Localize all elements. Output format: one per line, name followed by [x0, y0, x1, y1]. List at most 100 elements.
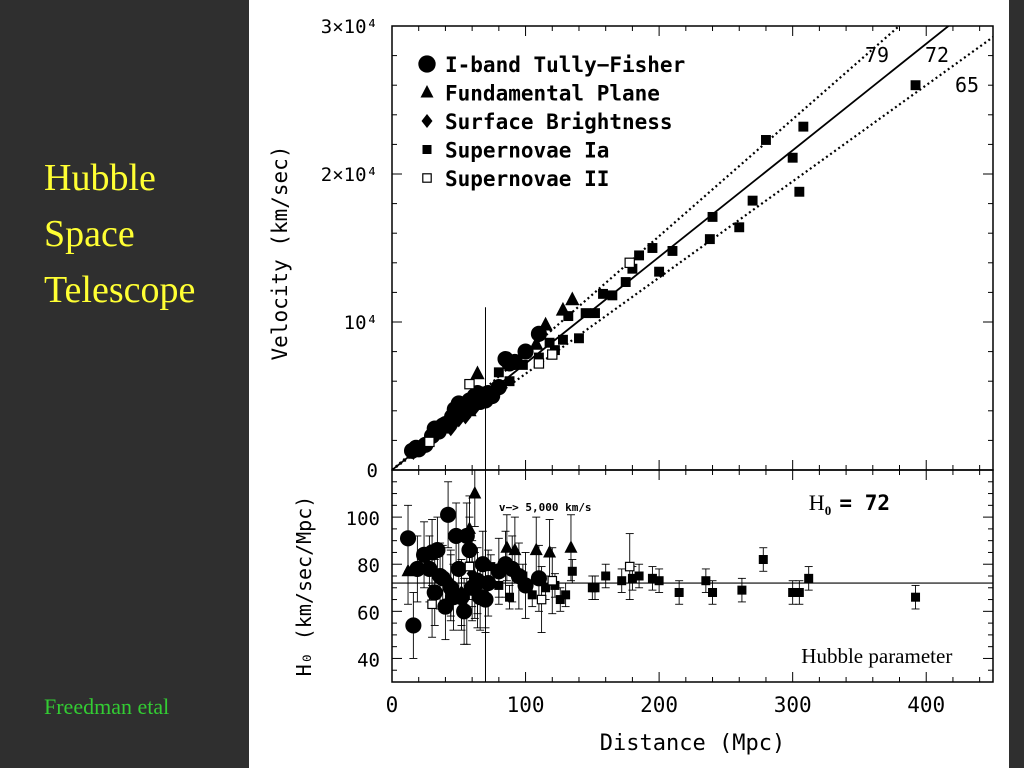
- top-point-square: [598, 288, 608, 299]
- top-point-diamond: [468, 400, 481, 416]
- legend-marker-triangle: [420, 85, 434, 98]
- y-tick-label: 40: [357, 649, 380, 671]
- bottom-point-square: [518, 571, 528, 581]
- top-point-diamond: [444, 420, 457, 437]
- top-point-square: [580, 308, 591, 319]
- top-point-triangle: [565, 291, 580, 306]
- bottom-point-diamond: [479, 587, 491, 602]
- bottom-point-triangle: [401, 563, 415, 577]
- top-point-square: [634, 250, 645, 261]
- top-point-square: [647, 243, 658, 253]
- line-label-79: 79: [865, 43, 889, 67]
- top-point-square: [558, 334, 568, 345]
- bottom-point-square: [541, 583, 551, 593]
- x-tick-label: 200: [640, 693, 678, 717]
- y-tick-label: 80: [357, 555, 380, 577]
- bottom-point-diamond: [471, 587, 483, 602]
- h0-label: H: [809, 490, 825, 515]
- top-point-square: [794, 186, 805, 197]
- slide-title-line-3: Telescope: [44, 269, 196, 311]
- bottom-point-triangle: [500, 540, 514, 553]
- top-point-square: [910, 80, 921, 91]
- bottom-point-diamond: [455, 585, 467, 600]
- legend-label: I-band Tully−Fisher: [445, 53, 685, 77]
- top-point-square: [654, 266, 665, 277]
- bottom-point-square: [634, 571, 644, 581]
- hubble-diagram-chart: 0 10⁴ 2×10⁴ 3×10⁴ 40 60 80 100 0 100 200 300 400 Dist…: [268, 16, 994, 756]
- top-point-square: [563, 311, 574, 322]
- bottom-point-square: [561, 590, 571, 600]
- top-point-square: [544, 337, 555, 348]
- x-tick-label: 100: [507, 693, 545, 717]
- bottom-point-square: [804, 573, 814, 583]
- top-point-square: [734, 222, 745, 233]
- top-point-triangle: [481, 389, 496, 403]
- bottom-point-circle: [530, 570, 547, 587]
- top-point-triangle: [538, 316, 553, 331]
- bottom-point-open-square: [624, 561, 635, 572]
- top-point-square: [667, 246, 678, 256]
- bottom-point-circle: [429, 542, 446, 559]
- top-point-open-square: [464, 378, 475, 390]
- bottom-point-square: [627, 573, 637, 583]
- left-panel: Hubble Space Telescope Freedman etal: [0, 0, 249, 768]
- right-strip: [1009, 0, 1024, 768]
- top-point-square: [590, 308, 600, 319]
- top-point-circle: [517, 343, 534, 360]
- bottom-point-square: [708, 587, 718, 597]
- top-point-square: [707, 211, 718, 222]
- bottom-point-triangle: [508, 542, 522, 556]
- bottom-point-triangle: [529, 542, 543, 556]
- top-point-diamond: [407, 444, 420, 460]
- legend-label: Supernovae Ia: [445, 139, 609, 163]
- credit-text: Freedman etal: [44, 694, 170, 719]
- bottom-point-square: [601, 571, 611, 581]
- h0-value: = 72: [839, 491, 890, 515]
- top-point-square: [787, 152, 798, 163]
- y-tick-label: 60: [357, 602, 380, 624]
- top-point-square: [504, 376, 515, 387]
- bottom-point-square: [654, 576, 664, 586]
- top-point-open-square: [424, 436, 435, 448]
- top-point-square: [747, 195, 758, 206]
- bottom-point-circle: [480, 575, 497, 592]
- bottom-point-triangle: [564, 540, 578, 553]
- top-point-open-square: [547, 349, 558, 360]
- line-label-65: 65: [955, 73, 979, 97]
- bottom-point-square: [527, 590, 537, 600]
- bottom-point-triangle: [543, 544, 557, 558]
- bottom-point-circle: [409, 560, 426, 577]
- legend-marker-diamond: [421, 114, 433, 128]
- bottom-point-square: [617, 576, 627, 586]
- bottom-point-triangle: [462, 521, 476, 534]
- top-point-triangle: [470, 365, 485, 380]
- bottom-point-square: [494, 580, 504, 590]
- legend-marker-open-square: [422, 173, 432, 183]
- bottom-point-square: [486, 562, 496, 572]
- bottom-point-triangle: [468, 486, 482, 499]
- y-tick-label: 0: [367, 460, 378, 482]
- bottom-point-square: [788, 587, 798, 597]
- line-label-72: 72: [925, 43, 949, 67]
- y-tick-label: 2×10⁴: [321, 164, 378, 186]
- bottom-point-open-square: [547, 575, 558, 586]
- bottom-point-open-square: [536, 594, 547, 605]
- top-point-triangle: [529, 335, 544, 350]
- top-point-square: [704, 234, 715, 245]
- bottom-point-square: [758, 555, 768, 565]
- y-tick-label: 10⁴: [344, 312, 378, 334]
- bottom-point-open-square: [427, 599, 437, 610]
- top-point-square: [517, 359, 528, 370]
- x-tick-label: 300: [774, 693, 812, 717]
- bottom-point-square: [737, 585, 747, 595]
- bottom-point-square: [911, 592, 921, 602]
- bottom-point-square: [590, 583, 600, 593]
- y-tick-label: 100: [346, 508, 380, 530]
- top-point-circle: [490, 379, 507, 396]
- y-axis-label-h0: H₀ (km/sec/Mpc): [292, 496, 316, 677]
- x-axis-label: Distance (Mpc): [600, 731, 785, 756]
- top-point-square: [620, 277, 631, 287]
- bottom-point-square: [567, 566, 577, 576]
- hubble-parameter-label: Hubble parameter: [801, 644, 952, 668]
- legend-marker-circle: [418, 55, 436, 73]
